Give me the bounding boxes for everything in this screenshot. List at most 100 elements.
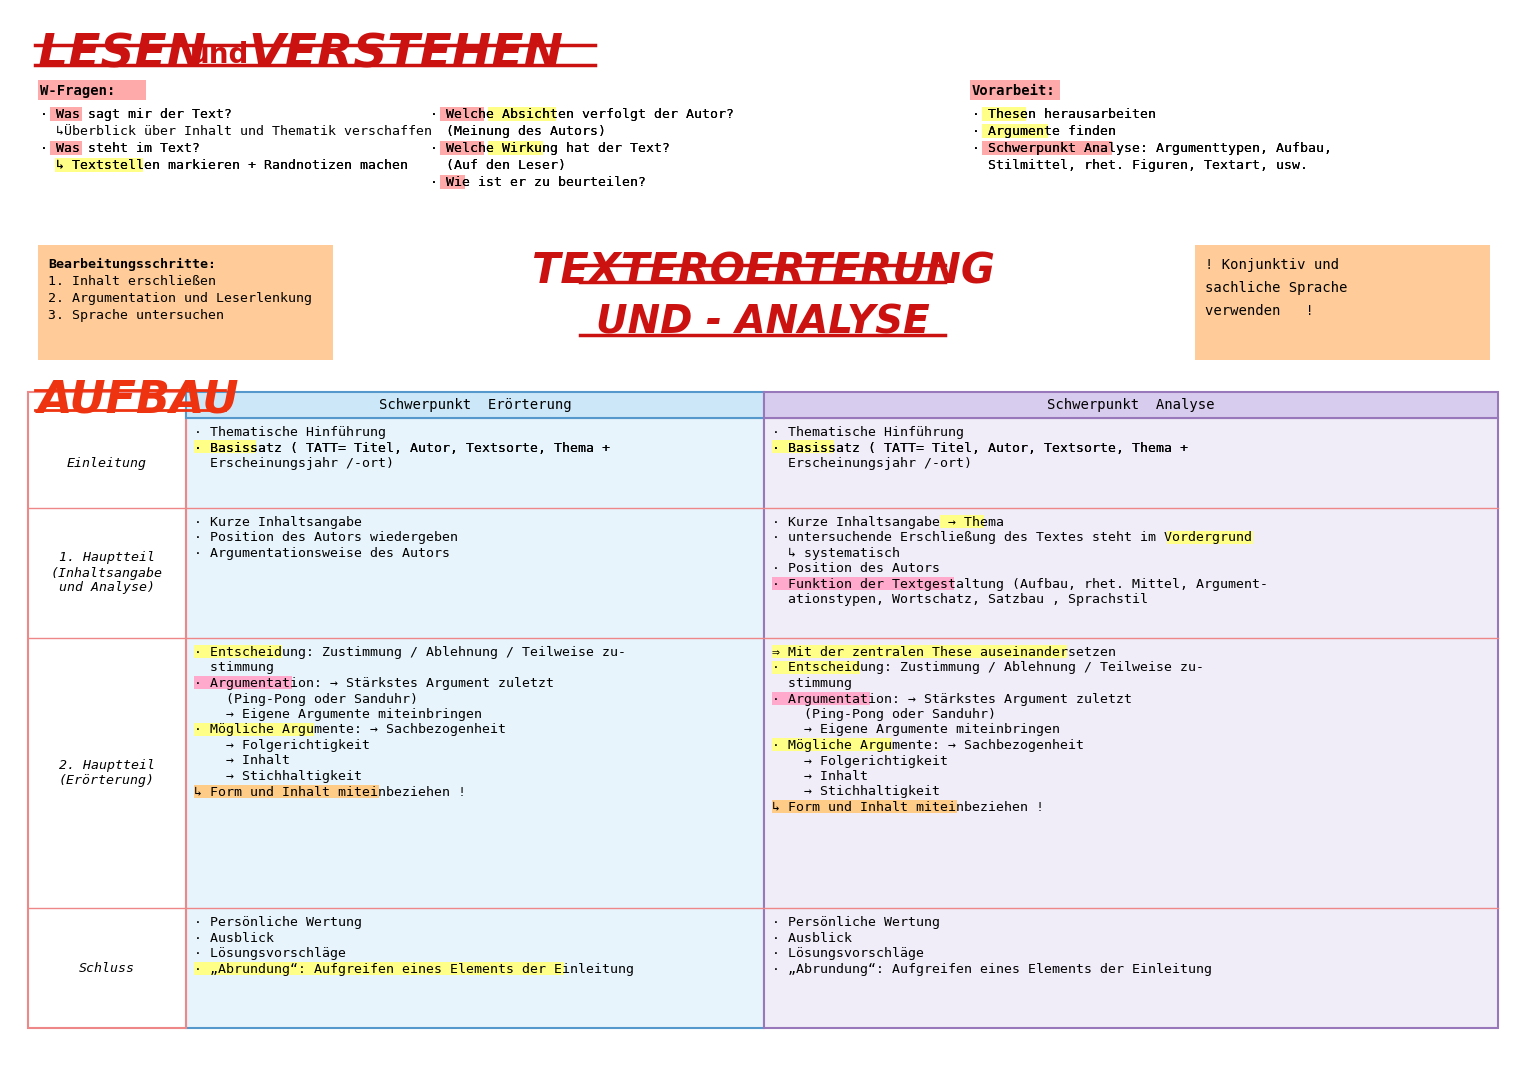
Bar	[983, 107, 1025, 121]
Text: · Mögliche Argumente: → Sachbezogenheit: · Mögliche Argumente: → Sachbezogenheit	[772, 739, 1083, 752]
Bar	[983, 124, 1048, 138]
Text: und: und	[191, 41, 249, 69]
Bar	[55, 158, 143, 172]
Text: · Welche Wirkung hat der Text?: · Welche Wirkung hat der Text?	[430, 141, 670, 156]
Text: · Wie ist er zu beurteilen?: · Wie ist er zu beurteilen?	[430, 176, 645, 189]
Text: (Ping-Pong oder Sanduhr): (Ping-Pong oder Sanduhr)	[194, 692, 418, 705]
Text: · Welche Absichten verfolgt der Autor?: · Welche Absichten verfolgt der Autor?	[430, 108, 734, 121]
Text: ↳ Textstellen markieren + Randnotizen machen: ↳ Textstellen markieren + Randnotizen ma…	[40, 159, 407, 172]
Text: → Inhalt: → Inhalt	[772, 770, 868, 783]
Text: · Schwerpunkt Analyse: Argumenttypen, Aufbau,: · Schwerpunkt Analyse: Argumenttypen, Au…	[972, 141, 1332, 156]
Bar	[38, 245, 333, 360]
Text: Vorarbeit:: Vorarbeit:	[972, 84, 1056, 98]
Text: UND - ANALYSE: UND - ANALYSE	[597, 303, 929, 341]
Bar	[772, 577, 954, 590]
Text: Schwerpunkt  Erörterung: Schwerpunkt Erörterung	[378, 399, 571, 411]
Text: · Basissatz ( TATT= Titel, Autor, Textsorte, Thema +: · Basissatz ( TATT= Titel, Autor, Textso…	[772, 442, 1189, 455]
Bar	[1195, 245, 1489, 360]
Bar	[971, 80, 1061, 100]
Text: · Position des Autors: · Position des Autors	[772, 563, 940, 576]
Bar	[983, 141, 1112, 156]
Text: · Argumentation: → Stärkstes Argument zuletzt: · Argumentation: → Stärkstes Argument zu…	[194, 677, 554, 690]
Text: Stilmittel, rhet. Figuren, Textart, usw.: Stilmittel, rhet. Figuren, Textart, usw.	[972, 159, 1308, 172]
Text: · Schwerpunkt Analyse: Argumenttypen, Aufbau,: · Schwerpunkt Analyse: Argumenttypen, Au…	[972, 141, 1332, 156]
Bar	[194, 440, 256, 453]
Text: ationstypen, Wortschatz, Satzbau , Sprachstil: ationstypen, Wortschatz, Satzbau , Sprac…	[772, 594, 1148, 607]
Text: → Inhalt: → Inhalt	[194, 755, 290, 768]
Bar	[488, 107, 555, 121]
Text: ↳ systematisch: ↳ systematisch	[772, 546, 900, 561]
Text: 2. Argumentation und Leserlenkung: 2. Argumentation und Leserlenkung	[47, 292, 311, 305]
Text: AUFBAU: AUFBAU	[38, 378, 240, 421]
Text: · Persönliche Wertung: · Persönliche Wertung	[772, 916, 940, 929]
Text: ! Konjunktiv und
sachliche Sprache
verwenden   !: ! Konjunktiv und sachliche Sprache verwe…	[1206, 258, 1347, 318]
Bar	[186, 392, 765, 418]
Text: · Was sagt mir der Text?: · Was sagt mir der Text?	[40, 108, 232, 121]
Text: Stilmittel, rhet. Figuren, Textart, usw.: Stilmittel, rhet. Figuren, Textart, usw.	[972, 159, 1308, 172]
Text: · Persönliche Wertung: · Persönliche Wertung	[194, 916, 362, 929]
Text: (Meinung des Autors): (Meinung des Autors)	[430, 125, 606, 138]
Text: · Basissatz ( TATT= Titel, Autor, Textsorte, Thema +: · Basissatz ( TATT= Titel, Autor, Textso…	[194, 442, 610, 455]
Text: 2. Hauptteil
(Erörterung): 2. Hauptteil (Erörterung)	[60, 759, 156, 787]
Text: VERSTEHEN: VERSTEHEN	[249, 32, 563, 78]
Text: · Was steht im Text?: · Was steht im Text?	[40, 141, 200, 156]
Text: · Mögliche Argumente: → Sachbezogenheit: · Mögliche Argumente: → Sachbezogenheit	[194, 724, 507, 737]
Bar	[772, 645, 1067, 658]
Text: Erscheinungsjahr /-ort): Erscheinungsjahr /-ort)	[194, 457, 394, 470]
Text: · Welche Wirkung hat der Text?: · Welche Wirkung hat der Text?	[430, 141, 670, 156]
Text: · „Abrundung“: Aufgreifen eines Elements der Einleitung: · „Abrundung“: Aufgreifen eines Elements…	[772, 962, 1212, 975]
Text: · Basissatz ( TATT= Titel, Autor, Textsorte, Thema +: · Basissatz ( TATT= Titel, Autor, Textso…	[194, 442, 610, 455]
Text: · Position des Autors wiedergeben: · Position des Autors wiedergeben	[194, 531, 458, 544]
Bar	[50, 107, 82, 121]
Text: Schluss: Schluss	[79, 961, 134, 974]
Bar	[772, 661, 861, 674]
Text: ↳ Form und Inhalt miteinbeziehen !: ↳ Form und Inhalt miteinbeziehen !	[772, 801, 1044, 814]
Text: W-Fragen:: W-Fragen:	[40, 84, 116, 98]
Text: · Welche Absichten verfolgt der Autor?: · Welche Absichten verfolgt der Autor?	[430, 108, 734, 121]
Text: · Entscheidung: Zustimmung / Ablehnung / Teilweise zu-: · Entscheidung: Zustimmung / Ablehnung /…	[772, 661, 1204, 675]
Bar	[772, 440, 835, 453]
Text: Bearbeitungsschritte:: Bearbeitungsschritte:	[47, 258, 217, 271]
Text: · Ausblick: · Ausblick	[194, 931, 275, 945]
Text: · „Abrundung“: Aufgreifen eines Elements der Einleitung: · „Abrundung“: Aufgreifen eines Elements…	[194, 962, 633, 975]
Text: · Argumentationsweise des Autors: · Argumentationsweise des Autors	[194, 546, 450, 561]
Text: · Argumentation: → Stärkstes Argument zuletzt: · Argumentation: → Stärkstes Argument zu…	[772, 692, 1132, 705]
Text: · Entscheidung: Zustimmung / Ablehnung / Teilweise zu-: · Entscheidung: Zustimmung / Ablehnung /…	[194, 646, 626, 659]
Text: → Eigene Argumente miteinbringen: → Eigene Argumente miteinbringen	[772, 724, 1061, 737]
Bar	[772, 800, 957, 813]
Bar	[488, 141, 543, 156]
Bar	[439, 175, 465, 189]
Text: (Ping-Pong oder Sanduhr): (Ping-Pong oder Sanduhr)	[772, 708, 996, 721]
Text: · untersuchende Erschließung des Textes steht im Vordergrund: · untersuchende Erschließung des Textes …	[772, 531, 1251, 544]
Text: ↳ Textstellen markieren + Randnotizen machen: ↳ Textstellen markieren + Randnotizen ma…	[40, 159, 407, 172]
Text: 1. Hauptteil
(Inhaltsangabe
und Analyse): 1. Hauptteil (Inhaltsangabe und Analyse)	[50, 552, 163, 594]
Bar	[27, 392, 186, 1028]
Text: (Meinung des Autors): (Meinung des Autors)	[430, 125, 606, 138]
Text: · Thesen herausarbeiten: · Thesen herausarbeiten	[972, 108, 1157, 121]
Bar	[186, 418, 765, 1028]
Bar	[50, 141, 82, 156]
Text: ↳Überblick über Inhalt und Thematik verschaffen: ↳Überblick über Inhalt und Thematik vers…	[40, 125, 432, 138]
Bar	[194, 676, 291, 689]
Bar	[765, 392, 1499, 418]
Text: ⇒ Mit der zentralen These auseinandersetzen: ⇒ Mit der zentralen These auseinanderset…	[772, 646, 1116, 659]
Bar	[765, 418, 1499, 1028]
Text: · Lösungsvorschläge: · Lösungsvorschläge	[772, 947, 925, 960]
Bar	[194, 784, 378, 797]
Text: · Kurze Inhaltsangabe → Thema: · Kurze Inhaltsangabe → Thema	[772, 516, 1004, 529]
Text: → Folgerichtigkeit: → Folgerichtigkeit	[772, 755, 948, 768]
Bar	[772, 738, 893, 751]
Text: Erscheinungsjahr /-ort): Erscheinungsjahr /-ort)	[772, 457, 972, 470]
Bar	[38, 80, 146, 100]
Text: → Folgerichtigkeit: → Folgerichtigkeit	[194, 739, 369, 752]
Bar	[194, 723, 314, 735]
Text: · Thesen herausarbeiten: · Thesen herausarbeiten	[972, 108, 1157, 121]
Text: · Wie ist er zu beurteilen?: · Wie ist er zu beurteilen?	[430, 176, 645, 189]
Text: 3. Sprache untersuchen: 3. Sprache untersuchen	[47, 309, 224, 322]
Text: · Basissatz ( TATT= Titel, Autor, Textsorte, Thema +: · Basissatz ( TATT= Titel, Autor, Textso…	[772, 442, 1189, 455]
Text: · Funktion der Textgestaltung (Aufbau, rhet. Mittel, Argument-: · Funktion der Textgestaltung (Aufbau, r…	[772, 578, 1268, 591]
Text: LESEN: LESEN	[38, 32, 206, 78]
Text: → Stichhaltigkeit: → Stichhaltigkeit	[194, 770, 362, 783]
Text: Einleitung: Einleitung	[67, 457, 146, 470]
Bar	[439, 107, 484, 121]
